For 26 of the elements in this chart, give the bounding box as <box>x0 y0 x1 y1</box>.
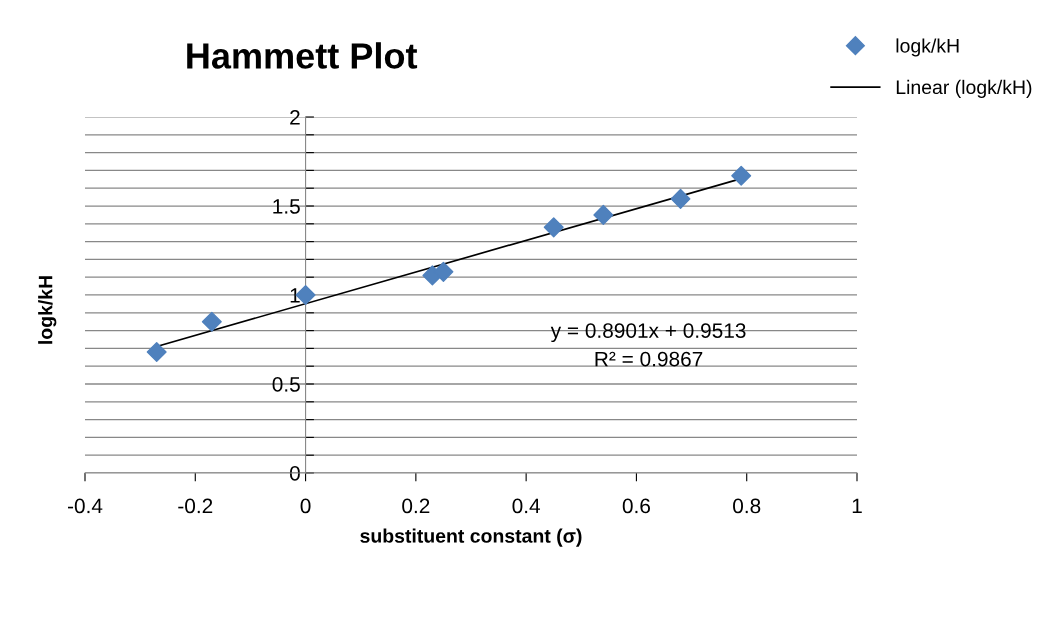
annotation: y = 0.8901x + 0.9513 R² = 0.9867 <box>550 323 746 367</box>
y-tick-label: 0.5 <box>272 377 300 392</box>
y-tick-label: 1.5 <box>273 199 300 214</box>
x-tick-label: 0 <box>300 498 311 514</box>
x-tick-label: 0.8 <box>733 498 761 514</box>
legend-label: logk/kH <box>896 38 959 57</box>
x-tick-label: 1 <box>852 498 862 514</box>
point <box>433 261 454 282</box>
x-tick-label: 0.4 <box>512 498 541 514</box>
point <box>593 204 614 225</box>
x-tick-label: 0.2 <box>402 498 430 514</box>
x-tick-label: 0.6 <box>622 498 650 514</box>
legend-label: Linear (logk/kH) <box>896 79 1032 98</box>
point <box>731 165 752 186</box>
point <box>146 341 167 362</box>
y-tick-label: 0 <box>289 466 300 481</box>
x-tick-label: -0.4 <box>67 498 103 514</box>
x-tick-label: -0.2 <box>178 498 213 514</box>
point <box>201 311 222 332</box>
chart-title: Hammett Plot <box>187 42 418 69</box>
x-axis-title: substituent constant (σ) <box>360 528 582 547</box>
point <box>543 217 564 238</box>
point <box>670 188 691 209</box>
y-tick-label: 2 <box>290 110 300 125</box>
y-tick-label: 1 <box>290 288 300 303</box>
y-axis-title: logk/kH <box>38 276 57 344</box>
